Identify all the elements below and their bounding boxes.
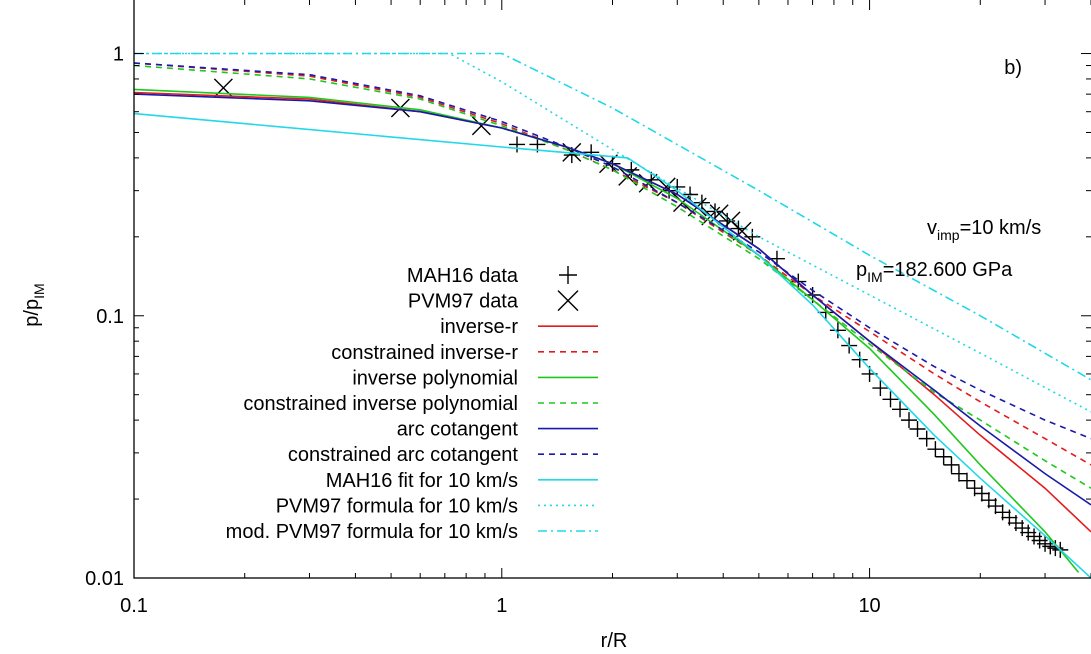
data-point-mah16-data [892, 401, 909, 418]
annotation-impact-velocity: vimp=10 km/s [927, 217, 1041, 243]
legend-item-constrained-inverse-polynomial: constrained inverse polynomial [243, 393, 598, 415]
legend-item-constrained-arc-cotangent: constrained arc cotangent [288, 444, 598, 466]
legend-label: constrained arc cotangent [288, 444, 519, 466]
legend-label: MAH16 data [407, 265, 519, 287]
series-line-inverse-polynomial [134, 88, 1080, 573]
data-point-mah16-data [872, 380, 889, 397]
legend-swatch [557, 290, 579, 312]
series-line-mod-pvm97-formula-for-10-km-s [134, 52, 1091, 381]
x-tick-label: 0.1 [120, 595, 148, 617]
legend-label: constrained inverse-r [331, 342, 518, 364]
legend-label: mod. PVM97 formula for 10 km/s [226, 521, 518, 543]
x-tick-label: 10 [858, 595, 880, 617]
legend-label: arc cotangent [397, 419, 519, 441]
data-point-mah16-data [851, 351, 868, 368]
annotation-vimp-rest: =10 km/s [960, 217, 1042, 239]
annotation-pim-main: p [856, 259, 867, 281]
data-point-mah16-data [918, 430, 935, 447]
data-point-mah16-data [958, 472, 975, 489]
legend-item-mah16-fit-for-10-km-s: MAH16 fit for 10 km/s [326, 470, 598, 492]
panel-label: b) [1004, 57, 1022, 79]
data-point-mah16-data [901, 412, 918, 429]
legend-item-constrained-inverse-r: constrained inverse-r [331, 342, 598, 364]
legend-swatch [559, 266, 577, 284]
data-point-mah16-data [943, 456, 960, 473]
legend-label: inverse polynomial [352, 367, 518, 389]
data-point-mah16-data [950, 465, 967, 482]
legend-label: PVM97 data [408, 291, 519, 313]
y-axis-label: p/pIM [21, 283, 47, 326]
legend-item-inverse-polynomial: inverse polynomial [352, 367, 598, 389]
y-tick-label: 1 [113, 44, 124, 66]
legend-label: inverse-r [440, 316, 518, 338]
annotation-vimp-main: v [927, 217, 937, 239]
y-axis-label-main: p/p [21, 299, 43, 327]
series-line-mah16-fit-for-10-km-s [134, 112, 1091, 578]
data-point-mah16-data [509, 136, 526, 153]
legend-label: MAH16 fit for 10 km/s [326, 470, 518, 492]
data-point-mah16-data [935, 448, 952, 465]
y-tick-label: 0.1 [96, 306, 124, 328]
x-axis-label: r/R [601, 630, 628, 652]
series-line-constrained-inverse-polynomial [134, 64, 1091, 489]
y-axis-label-sub: IM [31, 283, 47, 299]
series-line-constrained-arc-cotangent [134, 62, 1091, 440]
legend-label: PVM97 formula for 10 km/s [276, 495, 518, 517]
legend-item-inverse-r: inverse-r [440, 316, 598, 338]
data-point-pvm97-data [471, 116, 491, 136]
x-tick-label: 1 [496, 595, 507, 617]
data-point-mah16-data [882, 391, 899, 408]
legend-label: constrained inverse polynomial [243, 393, 518, 415]
data-point-mah16-data [583, 144, 600, 161]
data-point-mah16-data [927, 441, 944, 458]
legend-item-mah16-data: MAH16 data [407, 265, 577, 287]
data-point-mah16-data [829, 322, 846, 339]
legend-item-pvm97-data: PVM97 data [408, 290, 579, 313]
plot-frame [133, 0, 1091, 579]
annotation-vimp-sub: imp [937, 227, 960, 243]
legend-item-arc-cotangent: arc cotangent [397, 419, 598, 441]
legend-item-pvm97-formula-for-10-km-s: PVM97 formula for 10 km/s [276, 495, 598, 517]
legend-item-mod-pvm97-formula-for-10-km-s: mod. PVM97 formula for 10 km/s [226, 521, 598, 543]
y-tick-label: 0.01 [85, 568, 124, 590]
series-line-pvm97-formula-for-10-km-s [134, 52, 1091, 413]
legend: MAH16 data PVM97 data inverse-r constrained… [226, 265, 598, 543]
data-point-mah16-data [909, 420, 926, 437]
data-point-mah16-data [973, 485, 990, 502]
annotation-pim-rest: =182.600 GPa [883, 259, 1013, 281]
annotation-pim-sub: IM [867, 269, 883, 285]
annotation-impact-pressure: pIM=182.600 GPa [856, 259, 1013, 285]
series-line-arc-cotangent [134, 93, 1091, 506]
data-point-pvm97-data [598, 154, 618, 174]
data-point-mah16-data [987, 498, 1004, 515]
